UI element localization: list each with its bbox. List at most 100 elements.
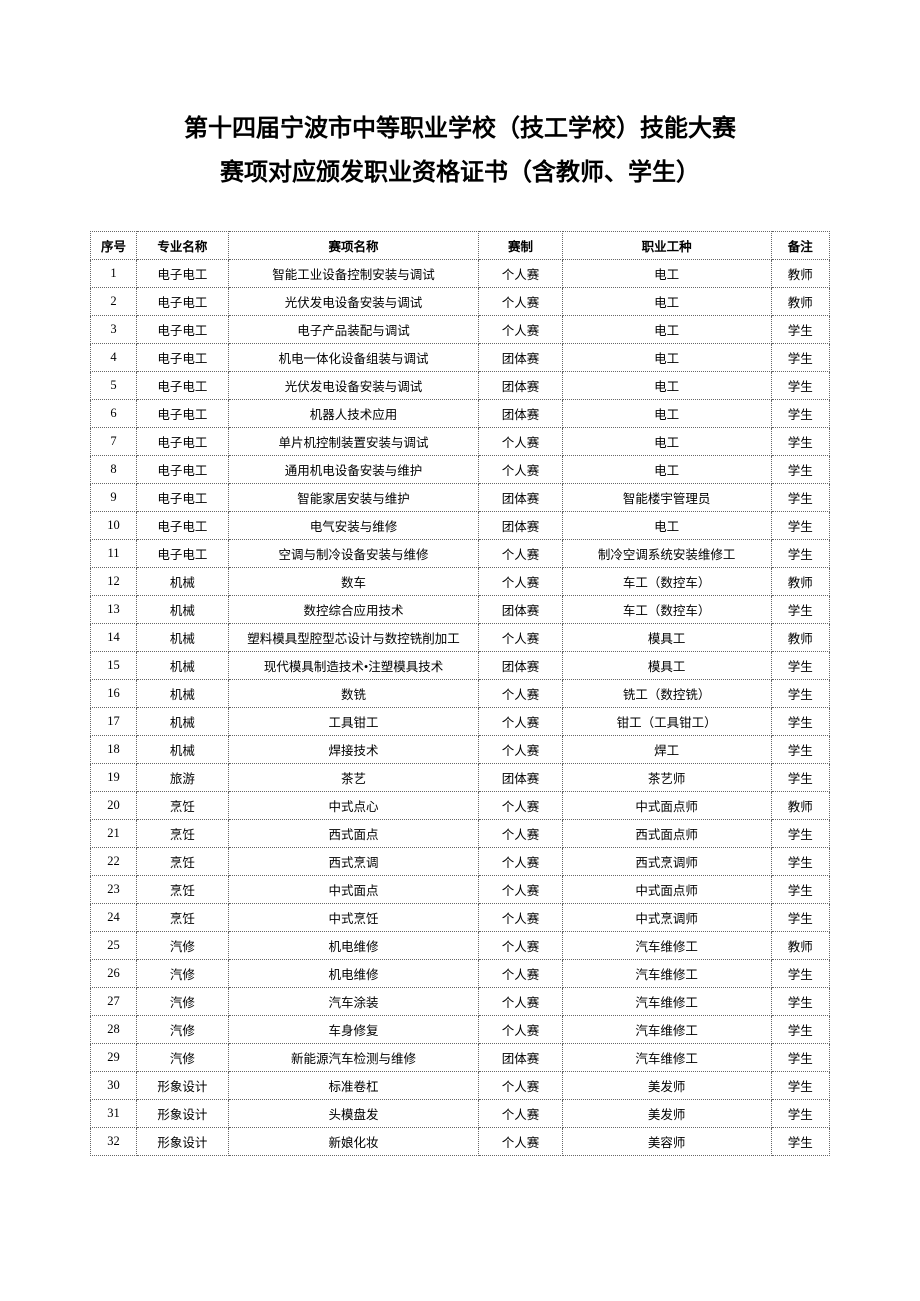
table-cell: 电工	[562, 315, 771, 343]
table-cell: 烹饪	[136, 791, 228, 819]
table-cell: 31	[91, 1099, 137, 1127]
table-row: 21烹饪西式面点个人赛西式面点师学生	[91, 819, 830, 847]
table-row: 2电子电工光伏发电设备安装与调试个人赛电工教师	[91, 287, 830, 315]
table-row: 19旅游茶艺团体赛茶艺师学生	[91, 763, 830, 791]
table-cell: 机器人技术应用	[228, 399, 479, 427]
table-cell: 个人赛	[479, 987, 562, 1015]
table-row: 11电子电工空调与制冷设备安装与维修个人赛制冷空调系统安装维修工学生	[91, 539, 830, 567]
table-cell: 烹饪	[136, 875, 228, 903]
table-cell: 电子电工	[136, 511, 228, 539]
table-cell: 教师	[771, 623, 829, 651]
table-cell: 机械	[136, 595, 228, 623]
table-cell: 28	[91, 1015, 137, 1043]
table-cell: 20	[91, 791, 137, 819]
table-cell: 教师	[771, 287, 829, 315]
table-cell: 电子电工	[136, 427, 228, 455]
table-row: 27汽修汽车涂装个人赛汽车维修工学生	[91, 987, 830, 1015]
table-cell: 团体赛	[479, 595, 562, 623]
table-cell: 个人赛	[479, 427, 562, 455]
table-cell: 机电一体化设备组装与调试	[228, 343, 479, 371]
table-cell: 汽修	[136, 1015, 228, 1043]
table-cell: 工具钳工	[228, 707, 479, 735]
table-cell: 团体赛	[479, 483, 562, 511]
table-cell: 学生	[771, 707, 829, 735]
table-cell: 个人赛	[479, 903, 562, 931]
table-cell: 2	[91, 287, 137, 315]
table-cell: 机械	[136, 707, 228, 735]
table-cell: 教师	[771, 931, 829, 959]
table-cell: 汽车涂装	[228, 987, 479, 1015]
qualification-table: 序号专业名称赛项名称赛制职业工种备注 1电子电工智能工业设备控制安装与调试个人赛…	[90, 231, 830, 1156]
table-cell: 西式烹调师	[562, 847, 771, 875]
table-row: 23烹饪中式面点个人赛中式面点师学生	[91, 875, 830, 903]
table-cell: 美发师	[562, 1071, 771, 1099]
table-cell: 智能工业设备控制安装与调试	[228, 259, 479, 287]
table-cell: 个人赛	[479, 1071, 562, 1099]
table-cell: 车身修复	[228, 1015, 479, 1043]
col-header-5: 备注	[771, 231, 829, 259]
table-row: 25汽修机电维修个人赛汽车维修工教师	[91, 931, 830, 959]
table-cell: 8	[91, 455, 137, 483]
table-cell: 学生	[771, 651, 829, 679]
table-row: 3电子电工电子产品装配与调试个人赛电工学生	[91, 315, 830, 343]
table-cell: 学生	[771, 847, 829, 875]
table-cell: 学生	[771, 959, 829, 987]
table-cell: 车工（数控车）	[562, 567, 771, 595]
table-cell: 25	[91, 931, 137, 959]
table-row: 9电子电工智能家居安装与维护团体赛智能楼宇管理员学生	[91, 483, 830, 511]
table-row: 15机械现代模具制造技术•注塑模具技术团体赛模具工学生	[91, 651, 830, 679]
table-cell: 电子电工	[136, 483, 228, 511]
table-cell: 11	[91, 539, 137, 567]
table-row: 5电子电工光伏发电设备安装与调试团体赛电工学生	[91, 371, 830, 399]
table-cell: 汽修	[136, 1043, 228, 1071]
table-row: 30形象设计标准卷杠个人赛美发师学生	[91, 1071, 830, 1099]
col-header-2: 赛项名称	[228, 231, 479, 259]
table-cell: 电工	[562, 287, 771, 315]
table-cell: 学生	[771, 315, 829, 343]
table-cell: 个人赛	[479, 959, 562, 987]
table-cell: 美发师	[562, 1099, 771, 1127]
table-row: 32形象设计新娘化妆个人赛美容师学生	[91, 1127, 830, 1155]
table-cell: 中式面点师	[562, 875, 771, 903]
table-cell: 形象设计	[136, 1099, 228, 1127]
table-cell: 电子产品装配与调试	[228, 315, 479, 343]
table-cell: 13	[91, 595, 137, 623]
table-cell: 个人赛	[479, 539, 562, 567]
table-row: 31形象设计头模盘发个人赛美发师学生	[91, 1099, 830, 1127]
table-cell: 模具工	[562, 623, 771, 651]
page-title-line1: 第十四届宁波市中等职业学校（技工学校）技能大赛	[90, 110, 830, 148]
table-cell: 烹饪	[136, 903, 228, 931]
table-cell: 机械	[136, 651, 228, 679]
table-cell: 19	[91, 763, 137, 791]
table-cell: 学生	[771, 1127, 829, 1155]
table-cell: 24	[91, 903, 137, 931]
table-cell: 车工（数控车）	[562, 595, 771, 623]
table-cell: 27	[91, 987, 137, 1015]
table-cell: 汽车维修工	[562, 931, 771, 959]
table-cell: 电子电工	[136, 399, 228, 427]
table-cell: 汽修	[136, 931, 228, 959]
table-cell: 机电维修	[228, 931, 479, 959]
table-cell: 学生	[771, 539, 829, 567]
table-cell: 学生	[771, 1015, 829, 1043]
table-cell: 空调与制冷设备安装与维修	[228, 539, 479, 567]
table-cell: 团体赛	[479, 399, 562, 427]
table-cell: 学生	[771, 819, 829, 847]
table-row: 7电子电工单片机控制装置安装与调试个人赛电工学生	[91, 427, 830, 455]
table-cell: 制冷空调系统安装维修工	[562, 539, 771, 567]
page-title-line2: 赛项对应颁发职业资格证书（含教师、学生）	[90, 154, 830, 192]
table-cell: 机械	[136, 623, 228, 651]
table-row: 4电子电工机电一体化设备组装与调试团体赛电工学生	[91, 343, 830, 371]
table-cell: 个人赛	[479, 315, 562, 343]
table-cell: 焊工	[562, 735, 771, 763]
table-cell: 茶艺	[228, 763, 479, 791]
table-row: 24烹饪中式烹饪个人赛中式烹调师学生	[91, 903, 830, 931]
table-cell: 电子电工	[136, 539, 228, 567]
table-cell: 个人赛	[479, 287, 562, 315]
table-cell: 个人赛	[479, 707, 562, 735]
table-cell: 9	[91, 483, 137, 511]
table-cell: 新娘化妆	[228, 1127, 479, 1155]
table-cell: 西式面点	[228, 819, 479, 847]
table-cell: 学生	[771, 371, 829, 399]
table-row: 8电子电工通用机电设备安装与维护个人赛电工学生	[91, 455, 830, 483]
